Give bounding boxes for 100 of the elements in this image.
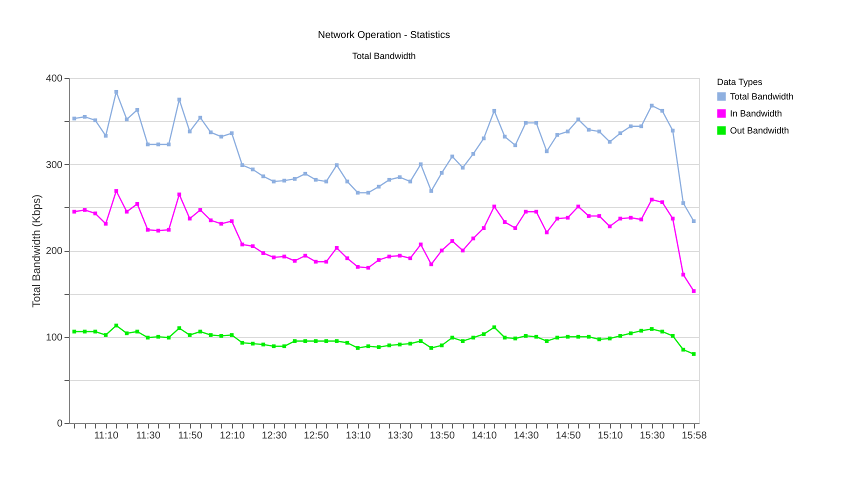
legend-title: Data Types [717, 77, 763, 87]
point [324, 180, 328, 184]
point [387, 254, 392, 258]
point [208, 333, 213, 337]
point [460, 248, 465, 252]
point [104, 333, 108, 337]
point [482, 226, 486, 230]
point [261, 342, 266, 346]
point [146, 336, 150, 340]
point [72, 330, 76, 334]
point [356, 265, 360, 269]
y-axis-title: Total Bandwidth (Kbps) [30, 194, 43, 308]
point [418, 339, 423, 343]
point [471, 336, 476, 340]
point [198, 330, 202, 334]
x-tick-label: 13:50 [430, 430, 456, 442]
x-tick-label: 15:10 [598, 430, 624, 442]
point [135, 202, 140, 206]
point [261, 251, 266, 255]
x-tick-label: 14:10 [472, 430, 498, 442]
point [188, 216, 192, 220]
point [513, 336, 518, 340]
point [650, 104, 654, 108]
point [135, 330, 140, 334]
x-tick-label: 14:30 [514, 430, 540, 442]
point [650, 327, 654, 331]
point [692, 352, 696, 356]
point [292, 177, 297, 181]
point [250, 168, 255, 172]
point [544, 230, 549, 234]
point [188, 333, 192, 337]
point [124, 118, 129, 122]
point [334, 246, 339, 250]
point [670, 334, 675, 338]
point [639, 218, 644, 222]
point [471, 236, 476, 240]
point [188, 130, 192, 134]
point [376, 345, 381, 349]
y-tick-label: 400 [46, 74, 63, 84]
x-tick-label: 11:50 [178, 430, 203, 442]
point [670, 216, 675, 220]
point [544, 339, 549, 343]
point [429, 189, 434, 193]
point [334, 163, 339, 167]
point [450, 336, 454, 340]
x-tick-label: 11:30 [136, 430, 161, 442]
point [450, 154, 454, 158]
point [398, 342, 402, 346]
point [324, 339, 328, 343]
point [240, 163, 244, 167]
point [166, 142, 171, 146]
point [272, 180, 276, 184]
point [524, 334, 528, 338]
x-tick-label: 14:50 [556, 430, 582, 442]
point [156, 142, 160, 146]
chart-subtitle: Total Bandwidth [352, 51, 416, 61]
point [292, 339, 297, 343]
point [114, 324, 118, 328]
y-tick-label: 100 [46, 332, 63, 344]
legend-label: Out Bandwidth [730, 126, 790, 136]
point [450, 239, 454, 243]
point [230, 333, 234, 337]
point [576, 118, 580, 122]
point [566, 130, 570, 134]
point [82, 330, 87, 334]
x-tick-label: 15:58 [682, 430, 708, 442]
y-tick-label: 200 [46, 246, 63, 257]
x-tick-label: 12:10 [220, 430, 246, 442]
x-tick-label: 13:30 [388, 430, 414, 442]
x-tick-label: 15:30 [640, 430, 666, 442]
point [555, 133, 560, 137]
point [166, 336, 171, 340]
x-tick-label: 11:10 [94, 430, 119, 442]
point [177, 192, 182, 196]
point [82, 208, 87, 212]
point [72, 116, 76, 120]
point [114, 189, 118, 193]
point [177, 98, 182, 102]
point [334, 339, 339, 343]
point [618, 216, 622, 220]
point [345, 180, 350, 184]
point [692, 289, 696, 293]
point [492, 204, 496, 208]
point [240, 242, 244, 246]
point [513, 226, 518, 230]
point [660, 330, 664, 334]
x-tick-label: 12:50 [304, 430, 330, 442]
point [460, 339, 465, 343]
point [502, 336, 507, 340]
point [429, 346, 434, 350]
point [418, 242, 423, 246]
point [93, 330, 98, 334]
point [555, 336, 560, 340]
point [272, 256, 276, 260]
point [93, 212, 98, 216]
legend-label: Total Bandwidth [730, 92, 794, 102]
point [608, 336, 612, 340]
point [219, 334, 224, 338]
point [198, 208, 202, 212]
point [586, 214, 591, 218]
